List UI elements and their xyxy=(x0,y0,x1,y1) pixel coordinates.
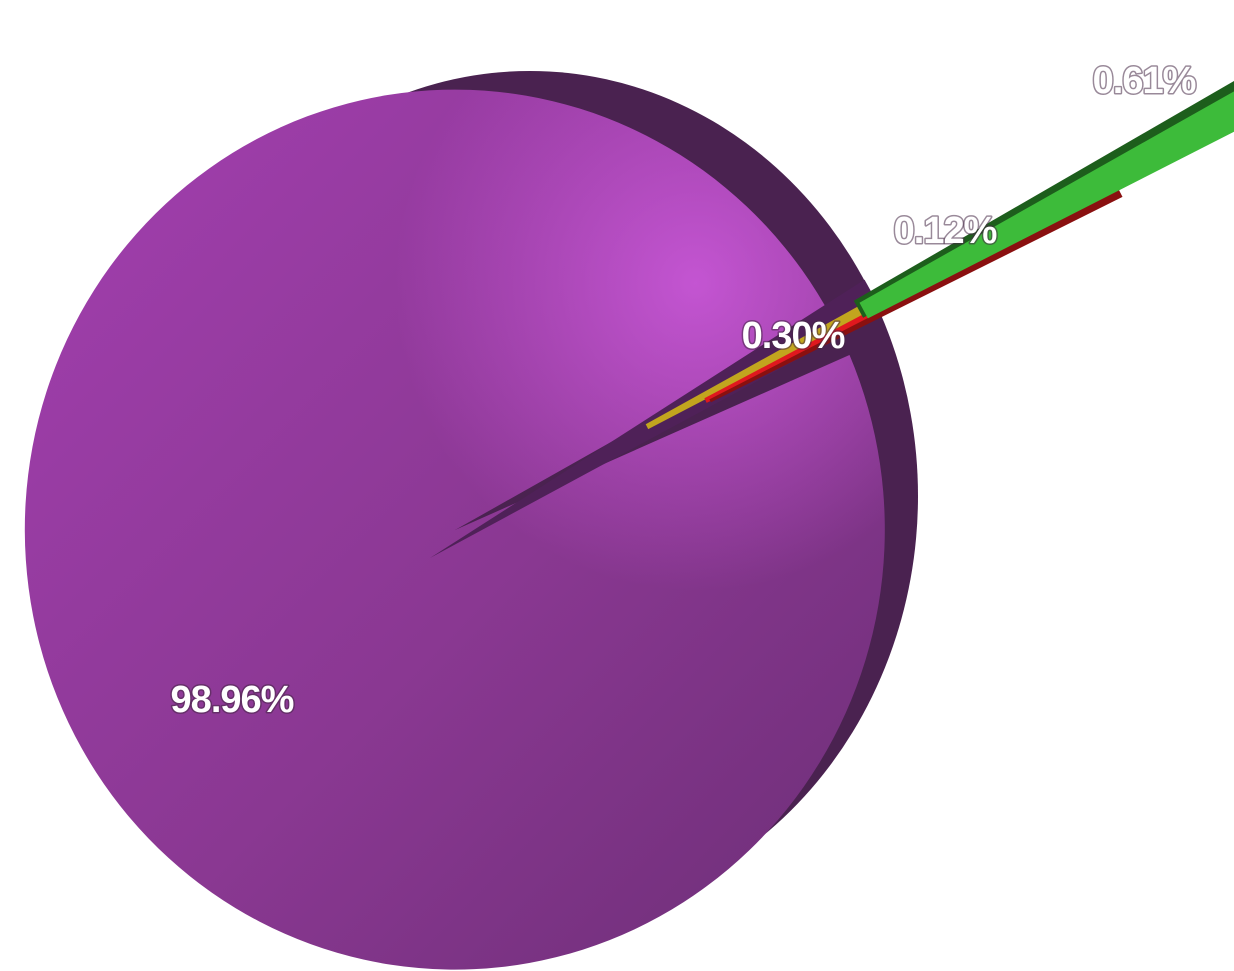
pie-slice-0.61 xyxy=(859,91,1234,319)
pie-slice-0.30 xyxy=(645,288,897,430)
slice-label-0.30: 0.30% xyxy=(742,315,845,357)
pie-slice-0.12-edge xyxy=(709,189,1123,403)
slice-label-98.96: 98.96% xyxy=(171,679,294,721)
pie-slice-main-highlight xyxy=(24,89,885,970)
slice-label-0.61: 0.61% xyxy=(1093,60,1196,102)
slice-label-0.12: 0.12% xyxy=(894,210,997,252)
